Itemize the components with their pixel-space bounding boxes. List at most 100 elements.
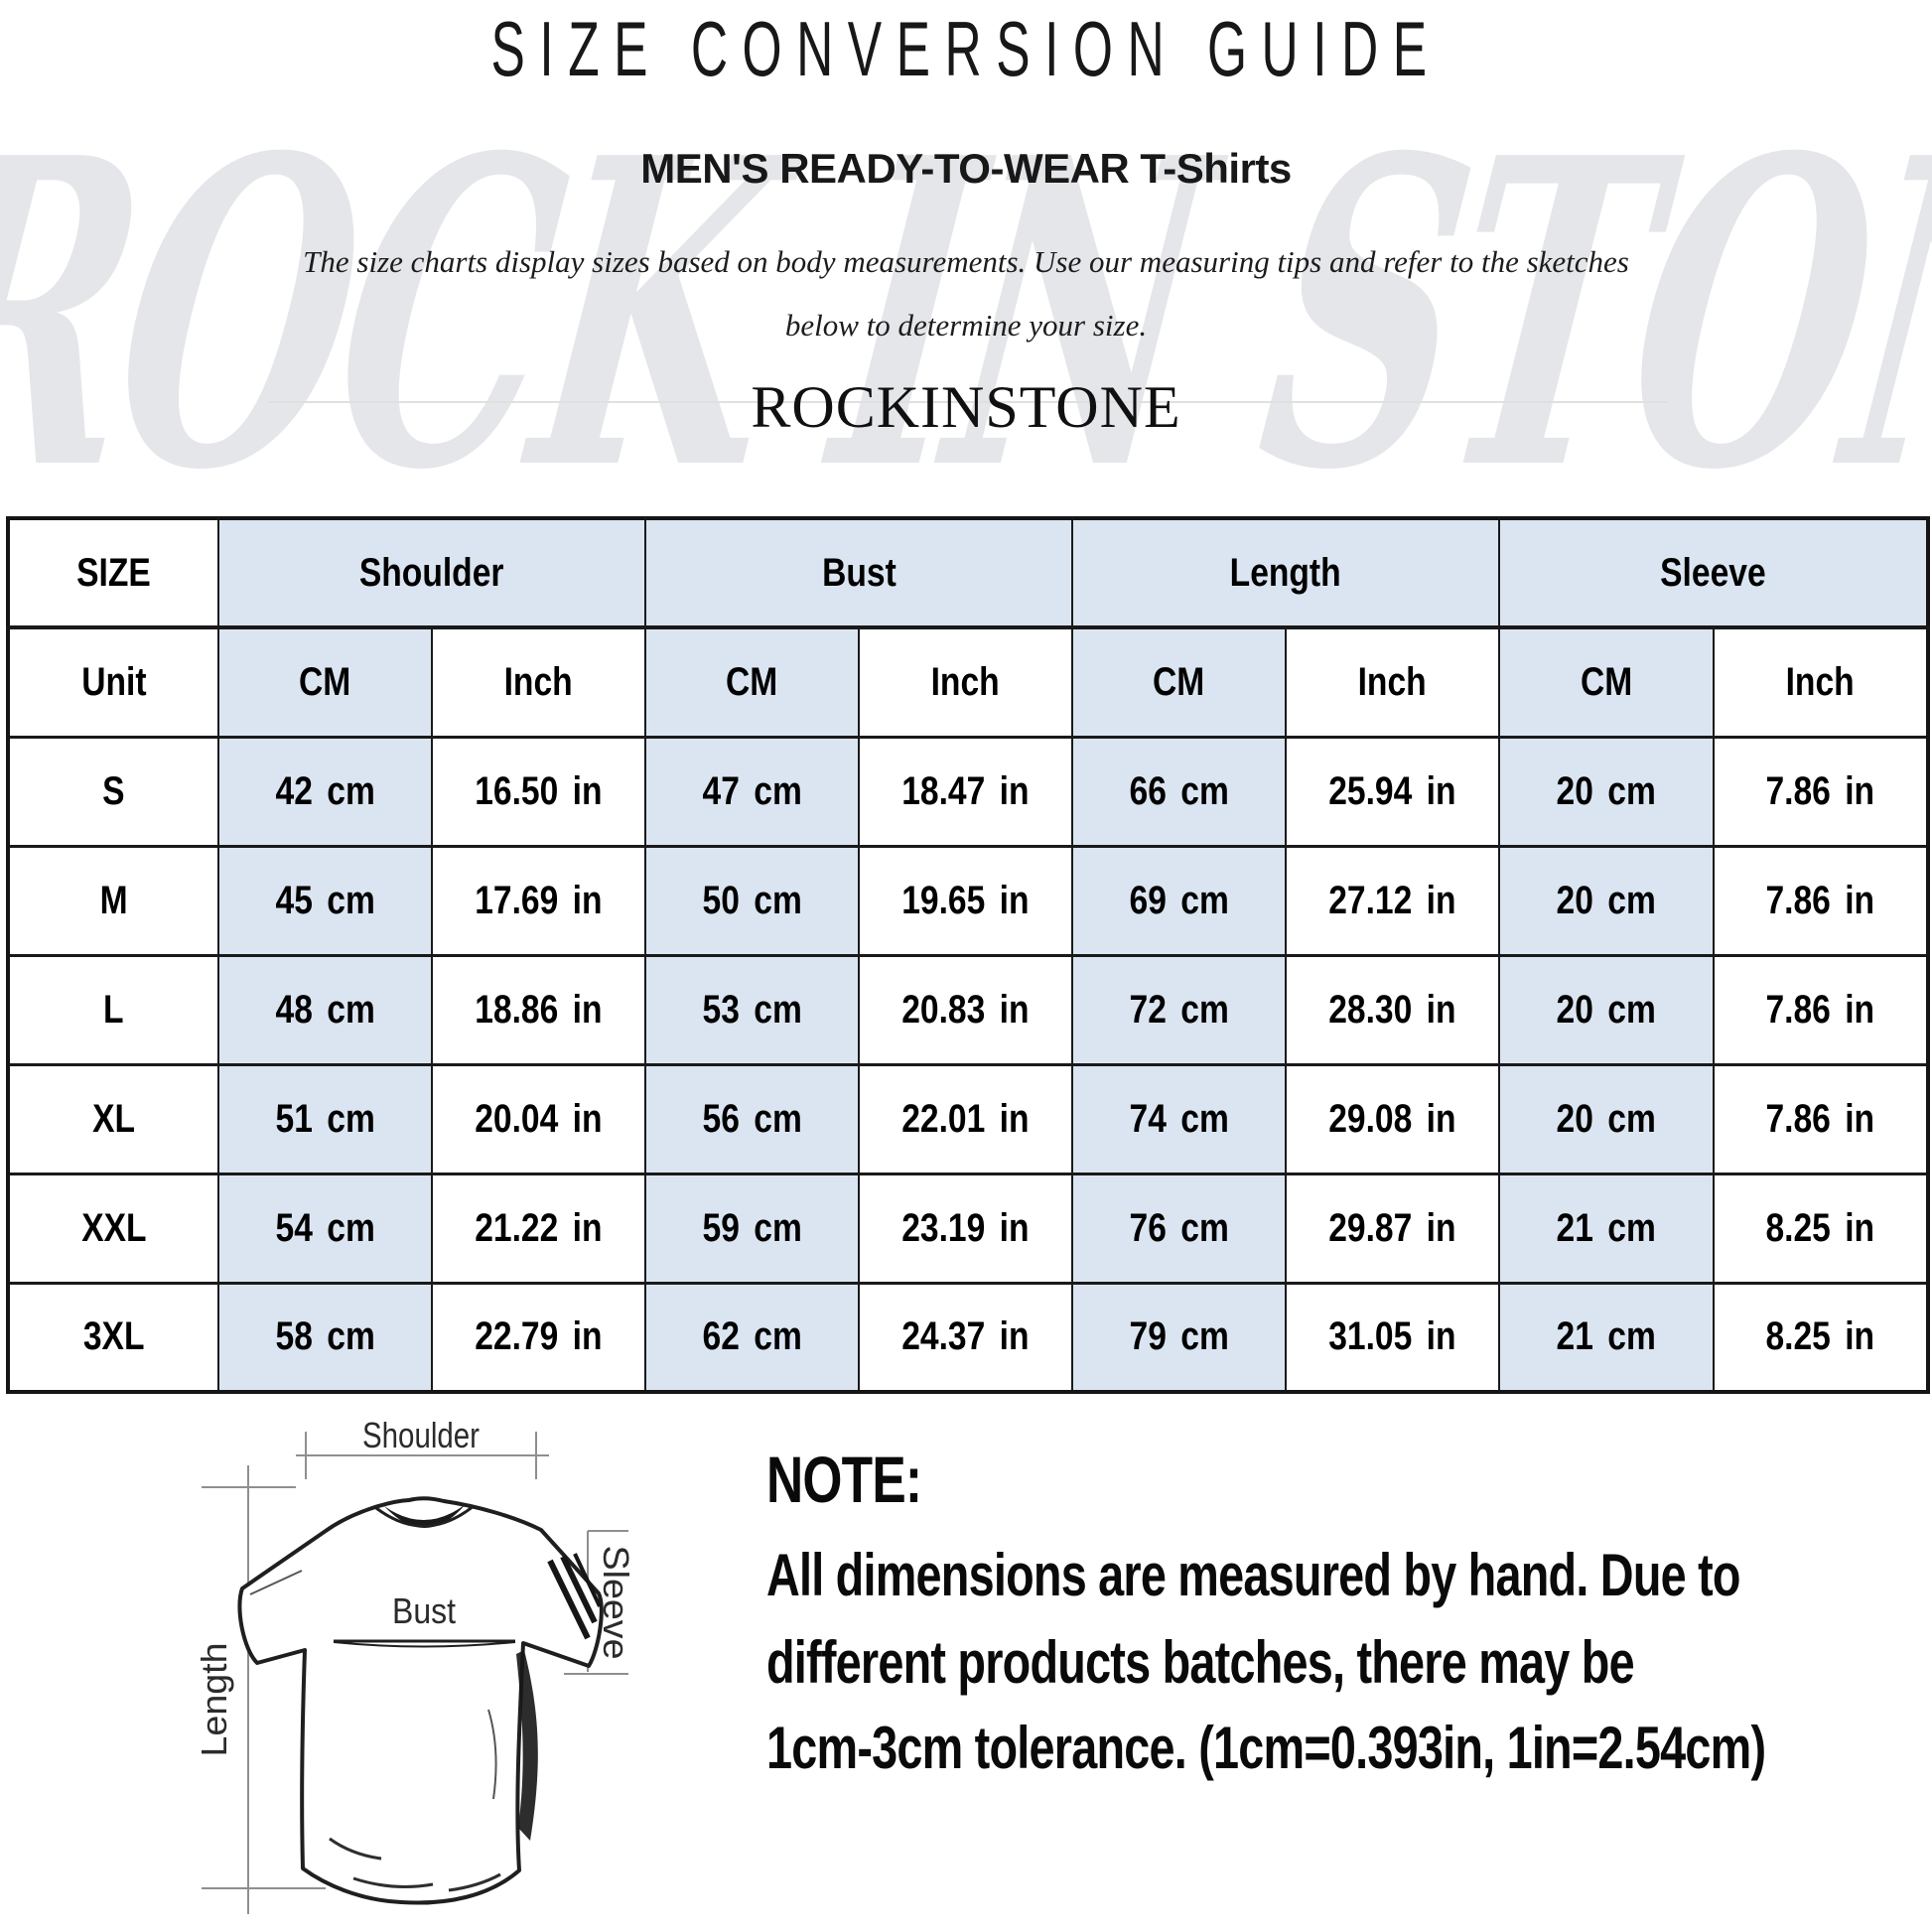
cell-value: 45 cm	[275, 878, 375, 922]
table-cell: 76 cm	[1071, 1172, 1288, 1285]
table-cell: 72 cm	[1071, 953, 1288, 1066]
cell-value: 18.47 in	[901, 768, 1030, 813]
page-title-text: SIZE CONVERSION GUIDE	[490, 5, 1442, 92]
cell-value: 21.22 in	[475, 1205, 603, 1250]
table-cell: 31.05 in	[1285, 1281, 1501, 1394]
table-cell: 20 cm	[1498, 844, 1716, 957]
unit-inch-cell: Inch	[857, 625, 1074, 739]
unit-cm-label: CM	[1153, 659, 1205, 704]
table-cell: 51 cm	[217, 1062, 433, 1175]
intro-line-1: The size charts display sizes based on b…	[303, 244, 1629, 279]
table-cell: 7.86 in	[1713, 735, 1930, 848]
cell-value: 8.25 in	[1765, 1314, 1875, 1359]
cell-value: 25.94 in	[1328, 768, 1456, 813]
column-header-length: Length	[1071, 516, 1501, 629]
table-cell: 59 cm	[644, 1172, 860, 1285]
table-cell: 21 cm	[1498, 1172, 1716, 1285]
table-row-l: L 48 cm 18.86 in 53 cm 20.83 in 72 cm 28…	[7, 953, 1930, 1066]
unit-cm-label: CM	[299, 659, 351, 704]
unit-cm-cell: CM	[644, 625, 860, 739]
cell-value: 56 cm	[702, 1096, 802, 1141]
cell-value: 7.86 in	[1765, 987, 1875, 1032]
cell-value: 48 cm	[275, 987, 375, 1032]
size-label: M	[99, 878, 128, 922]
size-label: L	[103, 987, 124, 1032]
unit-inch-cell: Inch	[1285, 625, 1501, 739]
column-header-size-label: SIZE	[76, 550, 151, 595]
table-cell: 17.69 in	[431, 844, 646, 957]
cell-value: 17.69 in	[475, 878, 603, 922]
table-cell: 21 cm	[1498, 1281, 1716, 1394]
column-header-bust-label: Bust	[821, 550, 897, 595]
size-cell: L	[7, 953, 219, 1066]
size-cell: S	[7, 735, 219, 848]
cell-value: 7.86 in	[1765, 878, 1875, 922]
cell-value: 62 cm	[702, 1314, 802, 1359]
cell-value: 66 cm	[1129, 768, 1229, 813]
note-line-1-text: All dimensions are measured by hand. Due…	[766, 1542, 1740, 1608]
cell-value: 21 cm	[1556, 1314, 1657, 1359]
size-label: 3XL	[82, 1314, 145, 1359]
table-cell: 20 cm	[1498, 953, 1716, 1066]
table-cell: 48 cm	[217, 953, 433, 1066]
cell-value: 54 cm	[275, 1205, 375, 1250]
table-cell: 29.87 in	[1285, 1172, 1501, 1285]
cell-value: 18.86 in	[475, 987, 603, 1032]
unit-inch-label: Inch	[930, 659, 1001, 704]
table-cell: 45 cm	[217, 844, 433, 957]
table-cell: 23.19 in	[857, 1172, 1074, 1285]
table-cell: 7.86 in	[1713, 1062, 1930, 1175]
table-cell: 21.22 in	[431, 1172, 646, 1285]
table-cell: 8.25 in	[1713, 1172, 1930, 1285]
table-row-s: S 42 cm 16.50 in 47 cm 18.47 in 66 cm 25…	[7, 735, 1930, 848]
intro-line-2: below to determine your size.	[784, 308, 1148, 343]
cell-value: 76 cm	[1129, 1205, 1229, 1250]
table-cell: 74 cm	[1071, 1062, 1288, 1175]
cell-value: 59 cm	[702, 1205, 802, 1250]
cell-value: 42 cm	[275, 768, 375, 813]
cell-value: 47 cm	[702, 768, 802, 813]
table-cell: 22.01 in	[857, 1062, 1074, 1175]
size-conversion-table: SIZE Shoulder Bust Length Sleeve Unit CM…	[6, 516, 1931, 1394]
cell-value: 53 cm	[702, 987, 802, 1032]
table-cell: 27.12 in	[1285, 844, 1501, 957]
size-cell: M	[7, 844, 219, 957]
size-label: XXL	[80, 1205, 147, 1250]
table-cell: 62 cm	[644, 1281, 860, 1394]
bust-label: Bust	[392, 1590, 456, 1631]
dimension-lines	[202, 1432, 628, 1914]
shoulder-label: Shoulder	[362, 1415, 480, 1455]
unit-inch-cell: Inch	[431, 625, 646, 739]
note-line-3: 1cm-3cm tolerance. (1cm=0.393in, 1in=2.5…	[766, 1714, 1932, 1782]
table-row-xl: XL 51 cm 20.04 in 56 cm 22.01 in 74 cm 2…	[7, 1062, 1930, 1175]
brand-divider-line	[268, 401, 1668, 403]
tshirt-sketch	[237, 1496, 604, 1905]
column-header-shoulder-label: Shoulder	[359, 550, 504, 595]
column-header-size: SIZE	[7, 516, 219, 629]
cell-value: 8.25 in	[1765, 1205, 1875, 1250]
unit-inch-cell: Inch	[1713, 625, 1930, 739]
table-cell: 28.30 in	[1285, 953, 1501, 1066]
unit-cm-cell: CM	[217, 625, 433, 739]
table-cell: 7.86 in	[1713, 953, 1930, 1066]
unit-cm-label: CM	[726, 659, 778, 704]
cell-value: 20 cm	[1556, 768, 1657, 813]
cell-value: 22.01 in	[901, 1096, 1030, 1141]
table-cell: 25.94 in	[1285, 735, 1501, 848]
tshirt-measurement-diagram: Shoulder Bust Length Sleeve	[194, 1415, 636, 1914]
table-cell: 18.47 in	[857, 735, 1074, 848]
table-cell: 69 cm	[1071, 844, 1288, 957]
cell-value: 79 cm	[1129, 1314, 1229, 1359]
table-cell: 20 cm	[1498, 1062, 1716, 1175]
brand-name: ROCKINSTONE	[751, 374, 1181, 440]
cell-value: 24.37 in	[901, 1314, 1030, 1359]
table-cell: 50 cm	[644, 844, 860, 957]
table-cell: 19.65 in	[857, 844, 1074, 957]
cell-value: 27.12 in	[1328, 878, 1456, 922]
note-heading-text: NOTE:	[766, 1443, 922, 1516]
table-row-3xl: 3XL 58 cm 22.79 in 62 cm 24.37 in 79 cm …	[7, 1281, 1930, 1394]
unit-inch-label: Inch	[503, 659, 574, 704]
table-cell: 16.50 in	[431, 735, 646, 848]
unit-inch-label: Inch	[1357, 659, 1428, 704]
unit-cm-cell: CM	[1498, 625, 1716, 739]
